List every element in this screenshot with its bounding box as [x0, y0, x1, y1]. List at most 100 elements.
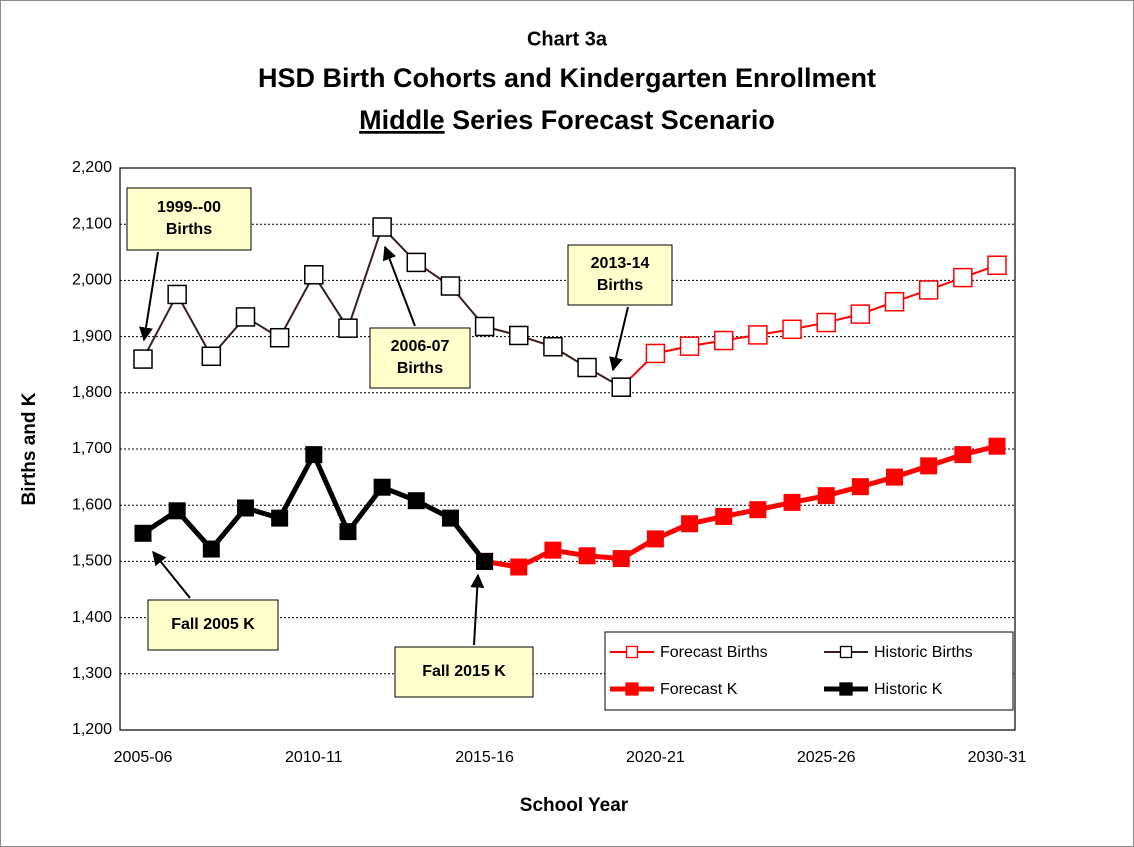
annotation-arrow — [609, 306, 629, 372]
series-marker — [578, 547, 596, 565]
annotation-box — [394, 646, 534, 698]
series-marker — [236, 499, 254, 517]
series-marker — [715, 507, 733, 525]
annotation-text: Fall 2005 K — [171, 616, 255, 633]
series-marker — [748, 325, 768, 345]
series-marker — [134, 524, 152, 542]
chart-subtitle-2: Middle Series Forecast Scenario — [359, 105, 775, 135]
legend-marker — [839, 682, 853, 696]
y-tick-label: 1,900 — [72, 328, 112, 345]
chart-subtitle: HSD Birth Cohorts and Kindergarten Enrol… — [258, 63, 876, 93]
x-tick-label: 2020-21 — [626, 749, 685, 766]
series-marker — [372, 217, 392, 237]
annotation-text: 1999--00 — [157, 199, 221, 216]
annotation-arrow — [152, 550, 191, 599]
series-marker — [953, 267, 973, 288]
series-marker — [851, 478, 869, 496]
series-marker — [441, 509, 459, 527]
legend-marker — [625, 645, 639, 659]
y-tick-label: 2,200 — [72, 159, 112, 176]
series-marker — [339, 523, 357, 541]
plot-area — [119, 167, 1016, 731]
y-tick-label: 1,500 — [72, 553, 112, 570]
series-marker — [681, 515, 699, 533]
annotation-text: Births — [597, 277, 643, 294]
series-marker — [918, 280, 939, 300]
series-marker — [987, 255, 1007, 275]
series-marker — [406, 252, 427, 273]
series-marker — [167, 284, 187, 305]
annotation-box — [126, 187, 252, 251]
series-marker — [235, 307, 256, 327]
series-marker — [611, 377, 631, 397]
series-marker — [304, 265, 324, 285]
series-marker — [920, 457, 938, 475]
series-marker — [645, 343, 666, 364]
y-tick-label: 1,300 — [72, 665, 112, 682]
x-tick-label: 2030-31 — [968, 749, 1027, 766]
series-marker — [646, 530, 664, 548]
y-axis-label: Births and K — [19, 392, 40, 505]
series-marker — [440, 276, 461, 296]
series-marker — [679, 336, 700, 356]
series-marker — [133, 349, 153, 369]
series-marker — [305, 446, 323, 464]
series-marker — [269, 327, 290, 348]
series-marker — [988, 437, 1006, 455]
series-line — [484, 443, 998, 570]
annotation-arrow — [139, 251, 159, 342]
annotation-text: 2013-14 — [591, 255, 650, 272]
y-tick-label: 1,200 — [72, 721, 112, 738]
legend-marker — [839, 645, 853, 659]
series-marker — [338, 318, 358, 338]
subtitle-rest: Series Forecast Scenario — [452, 105, 775, 135]
series-marker — [884, 292, 905, 312]
series-marker — [850, 304, 871, 324]
series-marker — [749, 501, 767, 519]
series-marker — [577, 357, 597, 378]
annotation-text: Births — [397, 360, 443, 377]
legend-label: Forecast K — [660, 681, 738, 698]
series-marker — [474, 316, 495, 337]
subtitle-underlined: Middle — [359, 105, 445, 135]
legend-label: Historic K — [874, 681, 943, 698]
annotation-box — [567, 244, 673, 306]
y-tick-label: 1,800 — [72, 384, 112, 401]
series-marker — [612, 550, 630, 568]
y-tick-label: 1,400 — [72, 609, 112, 626]
annotation-arrow — [382, 245, 416, 327]
series-marker — [510, 558, 528, 576]
x-tick-label: 2005-06 — [114, 749, 173, 766]
series-marker — [543, 336, 563, 357]
series-marker — [202, 540, 220, 558]
x-tick-label: 2015-16 — [455, 749, 514, 766]
y-tick-label: 2,000 — [72, 272, 112, 289]
series-marker — [816, 312, 836, 333]
series-marker — [886, 468, 904, 486]
series-marker — [407, 492, 425, 510]
x-axis-label: School Year — [520, 795, 629, 816]
legend — [604, 631, 1014, 711]
annotation-text: 2006-07 — [391, 338, 450, 355]
series-marker — [713, 330, 734, 351]
annotation-box — [147, 599, 279, 651]
series-marker — [201, 346, 222, 367]
y-tick-label: 1,700 — [72, 440, 112, 457]
series-marker — [817, 487, 835, 505]
annotation-text: Fall 2015 K — [422, 663, 506, 680]
annotation-arrow — [470, 573, 485, 646]
legend-label: Forecast Births — [660, 644, 768, 661]
legend-label: Historic Births — [874, 644, 973, 661]
series-marker — [782, 319, 802, 340]
series-marker — [544, 541, 562, 559]
series-marker — [783, 493, 801, 511]
x-tick-label: 2025-26 — [797, 749, 856, 766]
series-marker — [954, 446, 972, 464]
series-marker — [168, 502, 186, 520]
series-marker — [373, 478, 391, 496]
y-tick-label: 2,100 — [72, 215, 112, 232]
annotation-text: Births — [166, 221, 212, 238]
series-marker — [271, 509, 289, 527]
chart-title: Chart 3a — [527, 28, 608, 50]
